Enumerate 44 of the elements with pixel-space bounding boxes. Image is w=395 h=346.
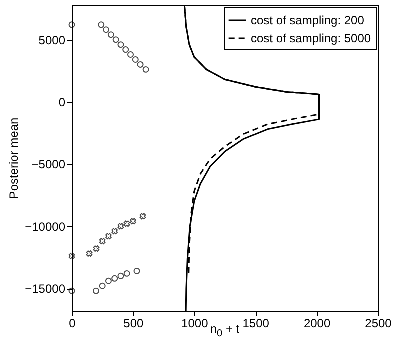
point [99,238,106,245]
point [124,220,130,228]
point [142,66,150,73]
y-tick-label: 5000 [38,33,66,48]
point [68,288,76,294]
x-axis-title: n$_{0}$ + t [210,322,240,340]
point [118,42,124,48]
x-tick-label: 1500 [242,316,270,330]
x-tick-label: 0 [69,316,76,330]
point [140,213,146,220]
point [134,268,140,274]
point [112,228,118,235]
point [92,288,100,294]
point [118,272,124,280]
point [103,26,110,34]
point [112,275,118,282]
y-tick-label: 0 [58,96,66,110]
point [124,270,130,277]
point [118,223,124,230]
point [128,52,134,58]
legend-label: cost of sampling: 5000 [251,32,372,46]
y-tick-label: −15000 [25,282,66,296]
point [130,218,136,225]
point [122,46,130,54]
point [105,278,112,284]
y-axis-title: Posterior mean [7,118,22,200]
point [132,56,139,63]
x-tick-label: 2500 [365,316,392,330]
point [106,233,112,240]
x-tick-label: 2000 [304,316,331,330]
x-tick-label: 500 [124,316,144,330]
point [86,250,93,257]
y-tick-label: −5000 [32,158,66,172]
point [98,22,105,28]
legend-label: cost of sampling: 200 [251,14,365,28]
x-tick-label: 1000 [182,316,209,330]
point [108,32,114,38]
point [137,61,144,68]
point [112,36,120,44]
point [93,246,100,252]
point [68,22,76,28]
y-tick-label: −10000 [25,220,66,234]
point [99,282,106,290]
point [68,253,76,260]
